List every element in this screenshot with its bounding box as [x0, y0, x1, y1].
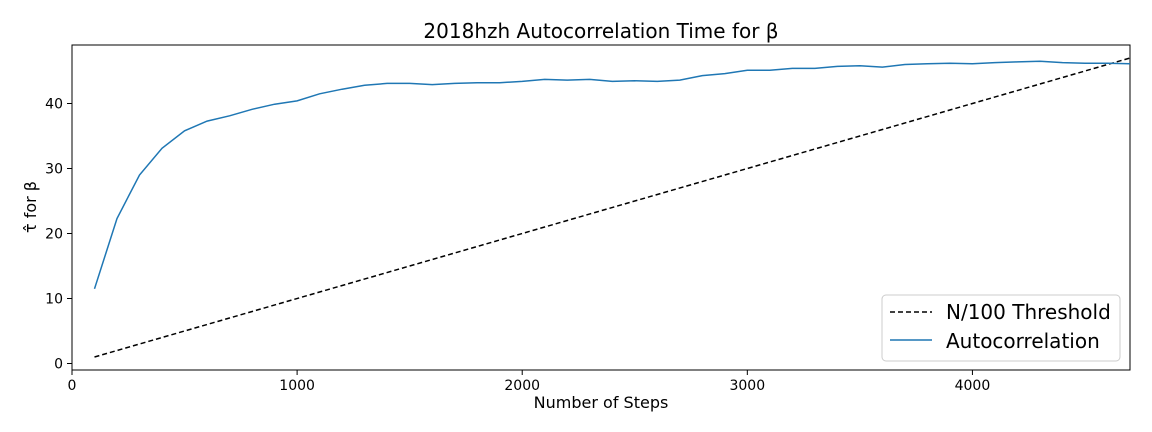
- x-tick-label: 4000: [955, 378, 991, 394]
- chart-title: 2018hzh Autocorrelation Time for β: [423, 19, 778, 43]
- y-tick-label: 20: [45, 227, 63, 243]
- x-tick-label: 3000: [729, 378, 765, 394]
- y-tick-label: 40: [45, 97, 63, 113]
- x-tick-label: 2000: [504, 378, 540, 394]
- y-tick-label: 0: [54, 357, 63, 373]
- legend: N/100 Threshold Autocorrelation: [881, 294, 1121, 362]
- y-tick-label: 10: [45, 292, 63, 308]
- series-layer: [93, 57, 1131, 358]
- legend-label-threshold: N/100 Threshold: [946, 300, 1111, 324]
- x-axis-label: Number of Steps: [534, 393, 669, 412]
- y-axis-label: τ̂ for β: [21, 181, 40, 233]
- legend-box: [881, 294, 1121, 362]
- plot-frame: [71, 44, 1131, 371]
- legend-label-autocorrelation: Autocorrelation: [946, 329, 1100, 353]
- x-tick-label: 0: [68, 378, 77, 394]
- series-line-threshold: [94, 57, 1131, 358]
- series-line-autocorrelation: [93, 60, 1131, 290]
- x-axis: 0 1000 2000 3000 4000: [68, 370, 991, 394]
- y-tick-label: 30: [45, 162, 63, 178]
- y-axis: 0 10 20 30 40: [45, 97, 72, 373]
- x-tick-label: 1000: [279, 378, 315, 394]
